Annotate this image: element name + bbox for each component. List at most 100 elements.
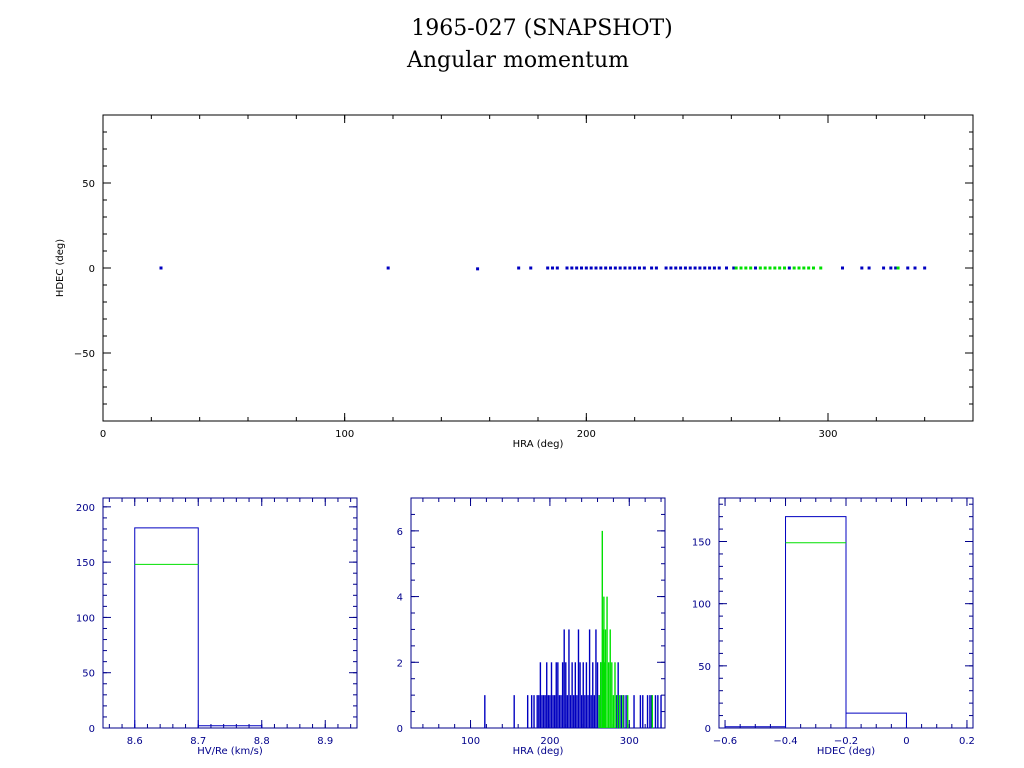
y-tick-label: 200	[76, 503, 95, 514]
scatter-point	[819, 266, 823, 270]
plot-frame	[410, 497, 666, 729]
scatter-point	[628, 266, 632, 270]
scatter-point	[708, 266, 712, 270]
scatter-point	[712, 266, 716, 270]
y-tick-label: 50	[698, 662, 711, 673]
panel-1: 0 100 200 300 −50 0 50 HRA (deg) HDEC (deg)	[55, 114, 974, 450]
scatter-point	[623, 266, 627, 270]
y-tick-label: 100	[76, 613, 95, 624]
scatter-point	[642, 266, 646, 270]
y-tick-label: 50	[82, 179, 95, 190]
y-tick-label: 150	[692, 538, 711, 549]
x-tick-label: −0.4	[773, 736, 797, 747]
x-tick-label: 0.2	[959, 736, 975, 747]
scatter-point	[913, 266, 917, 270]
x-tick-label: −0.6	[713, 736, 737, 747]
scatter-point	[812, 266, 815, 270]
histogram-bar	[845, 712, 907, 728]
scatter-point	[739, 266, 743, 270]
scatter-point	[758, 266, 762, 270]
scatter-point	[664, 266, 668, 270]
scatter-point	[669, 266, 673, 270]
scatter-point	[546, 266, 550, 270]
scatter-point	[674, 266, 678, 270]
x-tick-label: 0	[100, 429, 106, 440]
x-tick-label: 8.6	[127, 736, 143, 747]
scatter-point	[807, 266, 811, 270]
y-axis-label: HDEC (deg)	[55, 239, 66, 297]
scatter-point	[159, 266, 163, 270]
x-tick-label: 8.8	[254, 736, 270, 747]
scatter-point	[584, 266, 588, 270]
y-tick-label: 6	[397, 527, 403, 538]
x-tick-label: −0.2	[834, 736, 858, 747]
scatter-point	[683, 266, 687, 270]
y-tick-label: 4	[397, 593, 403, 604]
scatter-point	[906, 266, 910, 270]
scatter-point	[517, 266, 521, 270]
scatter-point	[589, 266, 593, 270]
x-tick-label: 300	[620, 736, 639, 747]
x-tick-label: 100	[335, 429, 354, 440]
scatter-point	[609, 266, 612, 270]
scatter-point	[923, 266, 927, 270]
scatter-point	[638, 266, 641, 270]
scatter-point	[580, 266, 583, 270]
scatter-point	[679, 266, 683, 270]
scatter-point	[633, 266, 637, 270]
scatter-point	[894, 266, 898, 270]
scatter-point	[734, 266, 738, 270]
x-axis-label: HV/Re (km/s)	[197, 746, 263, 757]
scatter-point	[889, 266, 893, 270]
scatter-point	[555, 266, 559, 270]
scatter-point	[476, 267, 480, 271]
y-tick-label: −50	[74, 349, 95, 360]
chart-title: 1965-027 (SNAPSHOT)	[411, 16, 673, 41]
x-tick-label: 300	[818, 429, 837, 440]
scatter-point	[717, 266, 721, 270]
scatter-point	[754, 266, 757, 270]
scatter-point	[792, 266, 796, 270]
x-axis-label: HRA (deg)	[513, 439, 564, 450]
scatter-point	[618, 266, 622, 270]
scatter-point	[763, 266, 767, 270]
scatter-point	[604, 266, 608, 270]
scatter-point	[882, 266, 886, 270]
x-tick-label: 200	[577, 429, 596, 440]
y-tick-label: 0	[89, 724, 95, 735]
scatter-point	[529, 266, 533, 270]
chart-subtitle: Angular momentum	[407, 48, 629, 73]
panel-2: 8.6 8.7 8.8 8.9 0 50 100 150 200 HV/Re (km/s)	[76, 497, 358, 757]
scatter-point	[613, 266, 617, 270]
scatter-point	[575, 266, 579, 270]
histogram-bar	[785, 516, 847, 728]
x-tick-label: 200	[540, 736, 559, 747]
y-tick-label: 100	[692, 600, 711, 611]
y-tick-label: 0	[705, 724, 711, 735]
y-tick-label: 0	[89, 264, 95, 275]
scatter-point	[867, 266, 871, 270]
x-tick-label: 100	[461, 736, 480, 747]
y-tick-label: 0	[397, 724, 403, 735]
scatter-point	[594, 266, 598, 270]
scatter-point	[841, 266, 844, 270]
scatter-point	[386, 266, 390, 270]
x-axis-label: HRA (deg)	[513, 746, 564, 757]
panel-4: −0.6 −0.4 −0.2 0 0.2 0 50 100 150 HDEC (deg)	[692, 497, 975, 757]
scatter-point	[650, 266, 654, 270]
histogram-bar	[134, 527, 199, 728]
scatter-point	[565, 266, 569, 270]
scatter-point	[787, 266, 791, 270]
y-tick-label: 150	[76, 558, 95, 569]
scatter-point	[896, 266, 900, 270]
scatter-point	[749, 266, 753, 270]
x-tick-label: 8.7	[190, 736, 206, 747]
scatter-point	[654, 266, 658, 270]
x-tick-label: 0	[903, 736, 909, 747]
scatter-point	[703, 266, 707, 270]
panel-3: 100 200 300 0 2 4 6 HRA (deg)	[397, 497, 666, 757]
scatter-point	[783, 266, 786, 270]
scatter-point	[698, 266, 702, 270]
scatter-point	[570, 266, 574, 270]
